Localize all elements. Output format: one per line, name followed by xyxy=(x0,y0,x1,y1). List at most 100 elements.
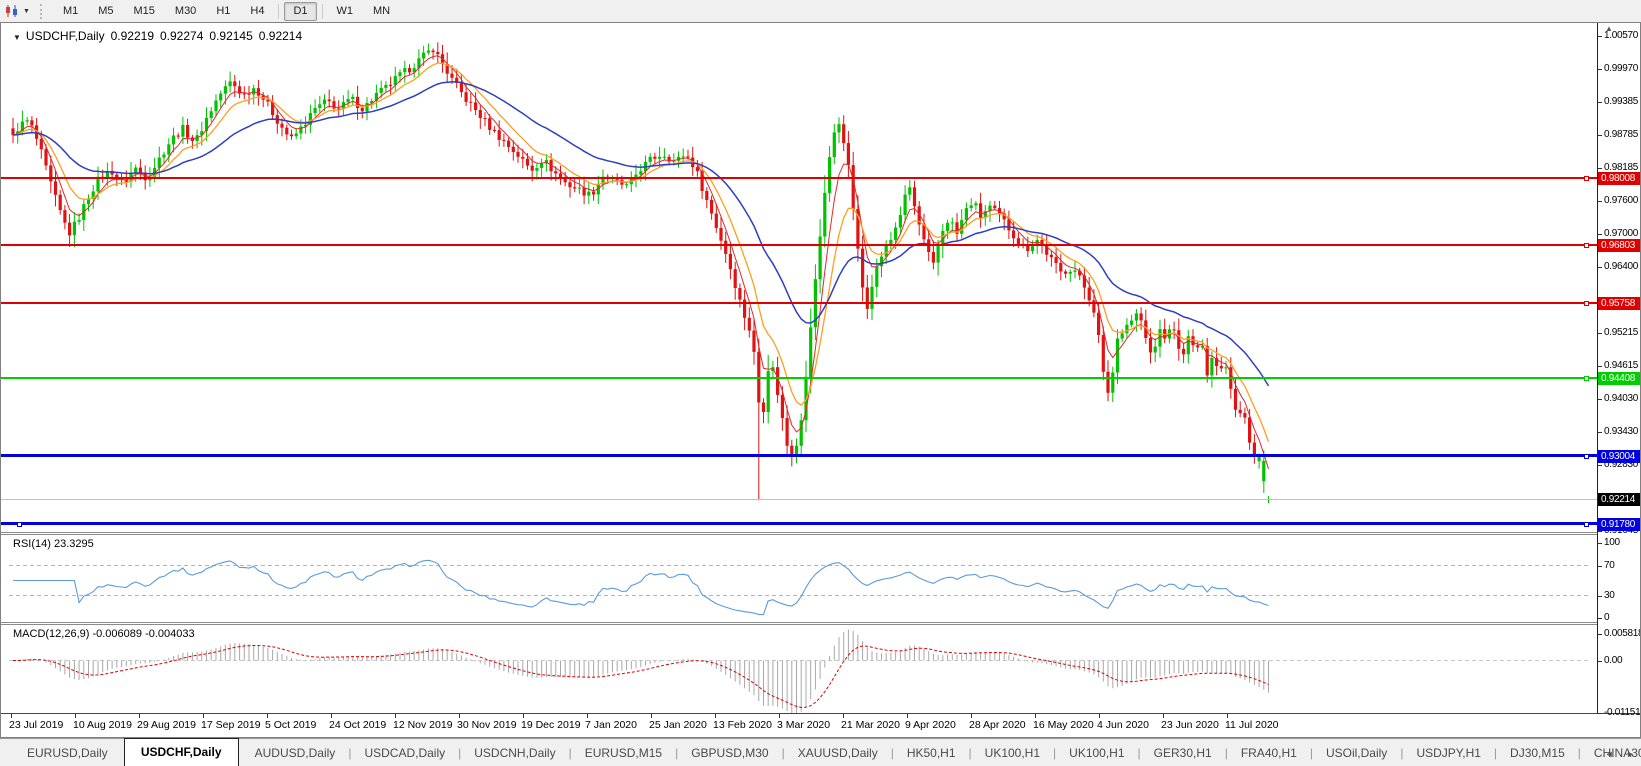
timeframe-button-m1[interactable]: M1 xyxy=(62,4,79,17)
ma-30-line xyxy=(12,81,1270,387)
tab-eurusd-m15[interactable]: EURUSD,M15 xyxy=(584,746,663,760)
tab-eurusd-daily[interactable]: EURUSD,Daily xyxy=(27,746,108,760)
toolbar-separator xyxy=(278,3,280,19)
tab-china300-h4[interactable]: CHINA300,H4 xyxy=(1593,746,1641,760)
axis-tick xyxy=(1598,465,1602,467)
level-price-badge: 0.93004 xyxy=(1598,450,1640,463)
date-axis-tick xyxy=(843,714,844,718)
price-axis-label: 0.94615 xyxy=(1604,360,1639,372)
axis-tick xyxy=(1598,366,1602,368)
date-axis-tick xyxy=(971,714,972,718)
tab-usdjpy-h1[interactable]: USDJPY,H1 xyxy=(1416,746,1481,760)
tab-uk100-h1[interactable]: UK100,H1 xyxy=(984,746,1041,760)
level-line-0.91780[interactable] xyxy=(1,522,1597,525)
price-axis-label: 0.98785 xyxy=(1604,129,1639,140)
chart-window: ▼ USDCHF,Daily 0.92219 0.92274 0.92145 0.9221… xyxy=(0,22,1641,738)
tab-separator: | xyxy=(781,746,785,760)
timeframe-button-h4[interactable]: H4 xyxy=(250,4,265,17)
date-axis-tick xyxy=(907,714,908,718)
timeframe-button-m5[interactable]: M5 xyxy=(98,4,114,17)
date-axis-label: 5 Oct 2019 xyxy=(265,719,317,731)
level-price-badge: 0.91780 xyxy=(1598,518,1640,531)
tab-usdcad-daily[interactable]: USDCAD,Daily xyxy=(364,746,446,760)
pane-divider[interactable] xyxy=(1,532,1640,533)
tab-scroll-left-icon[interactable]: ◄ xyxy=(1604,749,1614,759)
current-price-badge: 0.92214 xyxy=(1598,493,1640,506)
tab-hk50-h1[interactable]: HK50,H1 xyxy=(906,746,956,760)
tab-gbpusd-m30[interactable]: GBPUSD,M30 xyxy=(691,746,769,760)
quote-low: 0.92145 xyxy=(209,29,253,43)
level-handle[interactable] xyxy=(1584,522,1589,527)
date-axis-tick xyxy=(267,714,268,718)
date-axis-label: 28 Apr 2020 xyxy=(969,719,1026,731)
macd-axis-label: -0.011514 xyxy=(1604,707,1641,718)
tab-usoil-daily[interactable]: USOil,Daily xyxy=(1325,746,1388,760)
level-line-0.96803[interactable] xyxy=(1,244,1597,246)
tab-ger30-h1[interactable]: GER30,H1 xyxy=(1153,746,1212,760)
tab-dj30-m15[interactable]: DJ30,M15 xyxy=(1510,746,1565,760)
chart-title: ▼ USDCHF,Daily 0.92219 0.92274 0.92145 0.9221… xyxy=(13,29,302,43)
chart-tabs: EURUSD,Daily | USDCHF,Daily | AUDUSD,Daily | U… xyxy=(14,738,1641,766)
level-line-0.94408[interactable] xyxy=(1,377,1597,379)
timeframe-button-h1[interactable]: H1 xyxy=(216,4,231,17)
axis-tick xyxy=(1598,234,1602,235)
tab-separator: | xyxy=(1137,746,1141,760)
tab-scroll-right-icon[interactable]: ► xyxy=(1626,749,1635,759)
date-axis-tick xyxy=(1163,714,1164,718)
date-axis-label: 11 Jul 2020 xyxy=(1225,719,1279,731)
timeframe-button-w1[interactable]: W1 xyxy=(336,4,354,17)
level-line-0.95758[interactable] xyxy=(1,302,1597,304)
price-axis: 1.00570 0.99970 0.99385 0.98785 0.98185 0.976… xyxy=(1597,23,1640,718)
date-axis-tick xyxy=(459,714,460,718)
date-axis-label: 23 Jul 2019 xyxy=(9,719,64,731)
date-axis-label: 9 Apr 2020 xyxy=(905,719,956,731)
date-axis-label: 7 Jan 2020 xyxy=(585,719,637,731)
date-axis-tick xyxy=(715,714,716,718)
tab-audusd-daily[interactable]: AUDUSD,Daily xyxy=(254,746,336,760)
price-axis-label: 0.98185 xyxy=(1604,162,1639,174)
level-handle[interactable] xyxy=(1584,376,1589,381)
macd-signal-line xyxy=(13,645,1269,709)
level-handle[interactable] xyxy=(17,522,22,527)
quote-high: 0.92274 xyxy=(160,29,204,43)
level-handle[interactable] xyxy=(1584,176,1589,181)
rsi-axis-label: 30 xyxy=(1604,589,1615,601)
tab-uk100-h1[interactable]: UK100,H1 xyxy=(1069,746,1125,760)
timeframe-button-m30[interactable]: M30 xyxy=(174,4,197,17)
axis-tick xyxy=(1598,267,1602,269)
level-line-0.93004[interactable] xyxy=(1,454,1597,457)
date-axis-tick xyxy=(1227,714,1228,718)
date-axis-tick xyxy=(11,714,12,718)
date-axis-label: 12 Nov 2019 xyxy=(393,719,453,731)
axis-tick xyxy=(1598,634,1602,635)
timeframe-button-mn[interactable]: MN xyxy=(373,4,391,17)
chart-type-button[interactable]: ▼ xyxy=(4,4,30,18)
timeframe-button-d1[interactable]: D1 xyxy=(284,1,317,21)
tab-usdchf-daily[interactable]: USDCHF,Daily xyxy=(123,738,239,766)
tab-usdcnh-daily[interactable]: USDCNH,Daily xyxy=(474,746,556,760)
level-handle[interactable] xyxy=(1584,243,1589,248)
axis-tick xyxy=(1598,531,1602,532)
level-handle[interactable] xyxy=(1584,454,1589,459)
level-line-0.98008[interactable] xyxy=(1,177,1597,179)
date-axis-tick xyxy=(139,714,140,718)
timeframe-button-m15[interactable]: M15 xyxy=(133,4,155,17)
tab-xauusd-daily[interactable]: XAUUSD,Daily xyxy=(797,746,878,760)
level-price-badge: 0.96803 xyxy=(1598,239,1640,252)
price-axis-label: 0.99970 xyxy=(1604,63,1639,75)
pane-divider[interactable] xyxy=(1,622,1640,623)
price-axis-label: 0.97600 xyxy=(1604,194,1639,206)
candlestick-chart-icon xyxy=(6,5,17,17)
tab-separator: | xyxy=(1400,746,1404,760)
toolbar-grip[interactable] xyxy=(39,3,45,19)
level-handle[interactable] xyxy=(1584,301,1589,306)
tab-fra40-h1[interactable]: FRA40,H1 xyxy=(1240,746,1297,760)
date-axis-tick xyxy=(1099,714,1100,718)
candle-bodies xyxy=(11,50,1271,501)
date-axis-tick xyxy=(523,714,524,718)
chart-scroll-up-icon[interactable]: ▲ xyxy=(1605,24,1613,33)
tab-separator: | xyxy=(675,746,679,760)
timeframe-buttons: M1 M5 M15 M30 H1 H4 D1 W1 MN xyxy=(53,0,400,22)
triangle-down-icon[interactable]: ▼ xyxy=(13,33,21,42)
